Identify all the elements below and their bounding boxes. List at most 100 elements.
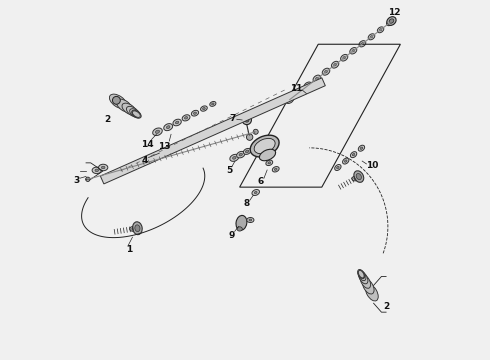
Ellipse shape [164,123,172,131]
Ellipse shape [337,166,339,169]
Text: 2: 2 [383,302,389,311]
Ellipse shape [352,176,358,181]
Ellipse shape [109,94,127,109]
Text: 8: 8 [244,199,250,208]
Ellipse shape [192,110,198,116]
Ellipse shape [334,63,337,66]
Ellipse shape [379,29,382,31]
Text: 13: 13 [158,141,171,150]
Ellipse shape [370,36,373,38]
Circle shape [253,129,258,134]
Ellipse shape [212,103,214,105]
Ellipse shape [245,150,249,153]
Ellipse shape [360,147,363,149]
Ellipse shape [352,50,355,52]
Ellipse shape [344,160,347,162]
Ellipse shape [133,222,142,235]
Text: 14: 14 [142,140,154,149]
Ellipse shape [387,17,396,26]
Ellipse shape [135,225,140,231]
Ellipse shape [173,119,181,126]
Ellipse shape [304,82,312,89]
Ellipse shape [185,117,188,119]
Ellipse shape [236,215,247,230]
Ellipse shape [200,106,207,111]
Ellipse shape [194,112,196,114]
Ellipse shape [202,108,205,109]
Ellipse shape [387,20,393,26]
Ellipse shape [331,61,339,68]
Ellipse shape [324,70,327,73]
Ellipse shape [132,110,141,118]
Ellipse shape [358,270,365,279]
Text: 4: 4 [142,156,148,165]
Ellipse shape [341,54,348,61]
Ellipse shape [167,126,170,129]
Ellipse shape [286,96,294,103]
Ellipse shape [126,106,139,117]
Ellipse shape [153,128,162,136]
Circle shape [86,177,90,181]
Ellipse shape [389,22,391,24]
Circle shape [113,96,121,104]
Ellipse shape [266,160,273,166]
Ellipse shape [155,130,160,134]
Text: 11: 11 [290,84,302,93]
Ellipse shape [368,34,375,40]
Ellipse shape [132,111,140,117]
Ellipse shape [247,217,254,222]
Ellipse shape [259,149,275,161]
Ellipse shape [343,158,349,164]
Ellipse shape [366,284,378,301]
Text: 10: 10 [366,161,378,170]
Ellipse shape [377,27,384,33]
Ellipse shape [389,19,394,23]
Ellipse shape [294,89,303,96]
Ellipse shape [358,270,366,281]
Ellipse shape [359,41,366,47]
Ellipse shape [361,42,364,45]
Ellipse shape [322,68,330,75]
Ellipse shape [230,154,239,161]
Ellipse shape [101,166,105,169]
Ellipse shape [272,167,279,172]
Text: 7: 7 [229,114,236,123]
Ellipse shape [350,152,357,158]
Ellipse shape [254,138,275,154]
Circle shape [245,118,249,122]
Polygon shape [100,78,325,184]
Ellipse shape [95,169,98,172]
Ellipse shape [306,84,309,87]
Ellipse shape [358,270,364,278]
Ellipse shape [98,164,108,171]
Ellipse shape [254,192,257,194]
Ellipse shape [237,227,243,231]
Ellipse shape [252,189,260,195]
Ellipse shape [132,228,134,230]
Ellipse shape [92,167,101,174]
Ellipse shape [237,152,245,158]
Ellipse shape [335,165,341,171]
Text: 1: 1 [126,245,132,254]
Ellipse shape [210,102,216,106]
Ellipse shape [297,91,300,94]
Ellipse shape [356,174,362,180]
Ellipse shape [182,115,190,121]
Ellipse shape [358,145,365,151]
Ellipse shape [239,153,243,156]
Ellipse shape [354,171,364,183]
Ellipse shape [359,271,368,284]
Text: 5: 5 [226,166,232,175]
Text: 2: 2 [104,115,111,124]
Ellipse shape [274,168,277,170]
Ellipse shape [175,121,179,124]
Ellipse shape [343,57,345,59]
Ellipse shape [360,275,370,288]
Ellipse shape [354,178,356,180]
Ellipse shape [116,99,132,112]
Ellipse shape [268,162,270,164]
Text: 12: 12 [388,8,400,17]
Ellipse shape [130,109,141,118]
Ellipse shape [130,226,136,231]
Ellipse shape [316,77,318,80]
